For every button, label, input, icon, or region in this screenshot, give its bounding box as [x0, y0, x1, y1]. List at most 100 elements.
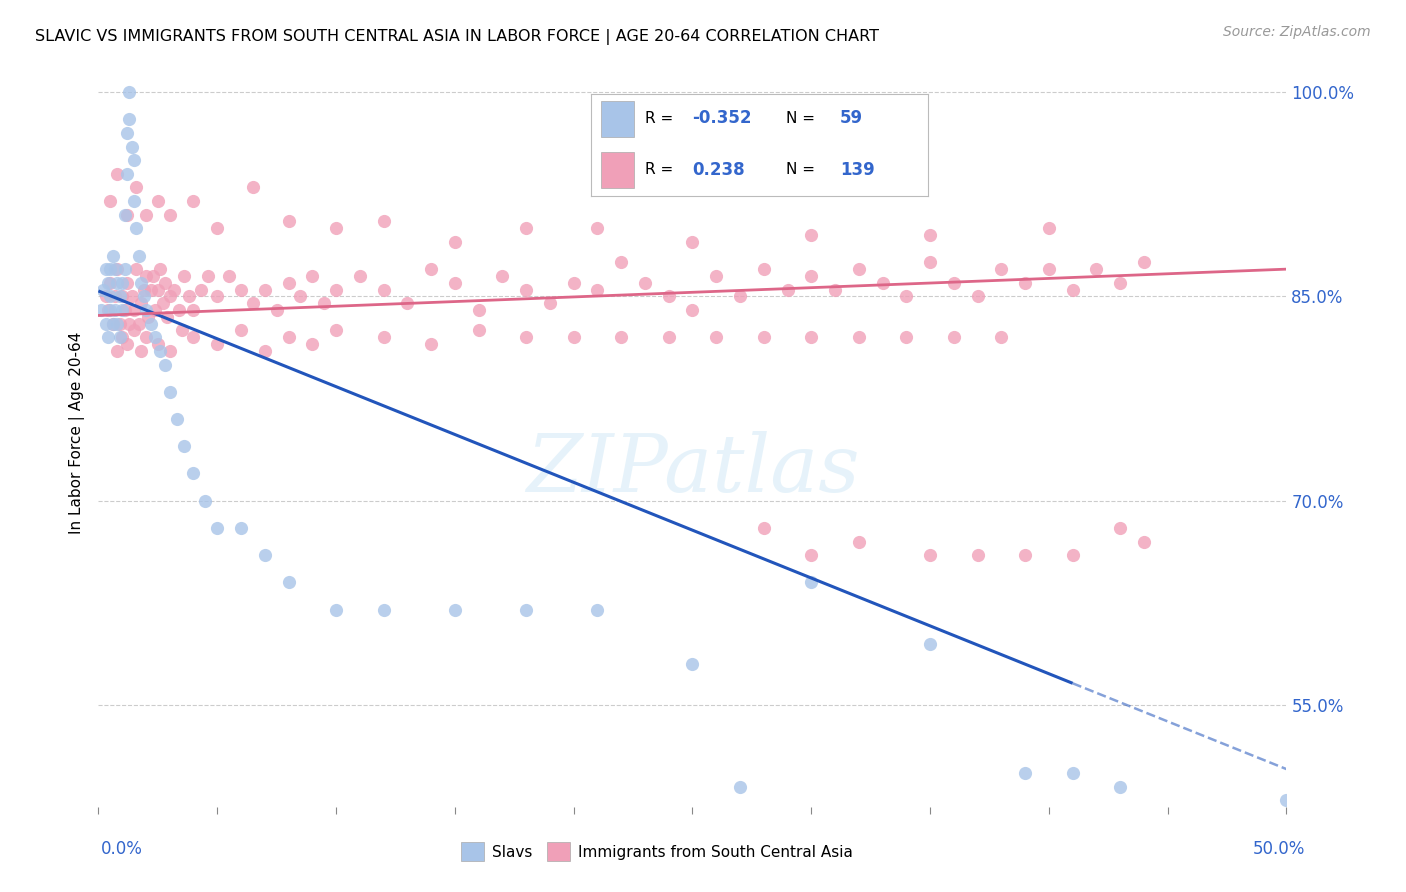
Point — [966, 548, 988, 562]
Text: 0.238: 0.238 — [692, 161, 744, 178]
Point — [159, 289, 181, 303]
Point — [135, 303, 157, 318]
Point — [253, 548, 276, 562]
Point — [229, 283, 252, 297]
Point — [101, 317, 124, 331]
Point — [1109, 780, 1132, 794]
Point — [107, 276, 129, 290]
Point — [121, 289, 143, 303]
Text: Source: ZipAtlas.com: Source: ZipAtlas.com — [1223, 25, 1371, 39]
Point — [153, 276, 176, 290]
Point — [91, 283, 114, 297]
Point — [207, 337, 229, 351]
Point — [242, 180, 264, 194]
Point — [515, 283, 537, 297]
Point — [218, 268, 240, 283]
Bar — [600, 153, 634, 188]
Point — [586, 221, 609, 235]
Point — [824, 283, 846, 297]
Text: 50.0%: 50.0% — [1253, 840, 1305, 858]
Point — [94, 289, 117, 303]
Point — [128, 248, 150, 262]
Point — [942, 330, 965, 344]
Point — [167, 303, 190, 318]
Point — [800, 548, 823, 562]
Point — [562, 276, 585, 290]
Point — [111, 303, 134, 318]
Point — [163, 283, 186, 297]
Point — [177, 289, 200, 303]
Point — [107, 262, 129, 277]
Text: ZIPatlas: ZIPatlas — [526, 432, 859, 508]
Point — [146, 194, 169, 208]
Point — [1038, 262, 1060, 277]
Point — [129, 343, 152, 358]
Point — [373, 214, 395, 228]
Point — [152, 296, 174, 310]
Point — [111, 330, 134, 344]
Point — [704, 330, 727, 344]
Point — [94, 317, 117, 331]
Point — [277, 276, 299, 290]
Text: R =: R = — [644, 162, 682, 178]
Point — [125, 262, 148, 277]
Point — [610, 255, 633, 269]
Point — [159, 208, 181, 222]
Point — [135, 208, 157, 222]
Point — [325, 603, 347, 617]
Point — [136, 310, 159, 324]
Point — [153, 358, 176, 372]
Point — [118, 85, 141, 99]
Point — [681, 235, 703, 249]
Point — [420, 337, 443, 351]
Point — [277, 575, 299, 590]
Point — [98, 276, 121, 290]
Point — [277, 330, 299, 344]
Point — [1062, 283, 1084, 297]
Point — [562, 330, 585, 344]
Point — [98, 262, 121, 277]
Point — [115, 208, 138, 222]
Point — [207, 521, 229, 535]
Point — [129, 276, 152, 290]
Text: SLAVIC VS IMMIGRANTS FROM SOUTH CENTRAL ASIA IN LABOR FORCE | AGE 20-64 CORRELAT: SLAVIC VS IMMIGRANTS FROM SOUTH CENTRAL … — [35, 29, 879, 45]
Point — [800, 268, 823, 283]
Point — [872, 276, 894, 290]
Point — [1133, 534, 1156, 549]
Text: 59: 59 — [841, 110, 863, 128]
Point — [373, 330, 395, 344]
Point — [132, 289, 155, 303]
Point — [325, 283, 347, 297]
Point — [125, 180, 148, 194]
Point — [122, 323, 145, 337]
Point — [610, 330, 633, 344]
Point — [1275, 793, 1298, 807]
Point — [111, 276, 134, 290]
Point — [920, 228, 942, 243]
Point — [135, 268, 157, 283]
Point — [101, 317, 124, 331]
Point — [752, 521, 775, 535]
Point — [1014, 548, 1036, 562]
Point — [114, 208, 136, 222]
Text: N =: N = — [786, 111, 820, 126]
Point — [115, 126, 138, 140]
Point — [966, 289, 988, 303]
Point — [314, 296, 336, 310]
Point — [101, 248, 124, 262]
Point — [118, 317, 141, 331]
Point — [104, 262, 127, 277]
Point — [515, 330, 537, 344]
Point — [373, 603, 395, 617]
Point — [104, 303, 127, 318]
Point — [115, 337, 138, 351]
Point — [920, 548, 942, 562]
Point — [98, 289, 121, 303]
Point — [420, 262, 443, 277]
Bar — [600, 101, 634, 136]
Y-axis label: In Labor Force | Age 20-64: In Labor Force | Age 20-64 — [69, 332, 84, 533]
Point — [728, 289, 751, 303]
Point — [197, 268, 219, 283]
Point — [444, 276, 467, 290]
Point — [1062, 766, 1084, 780]
